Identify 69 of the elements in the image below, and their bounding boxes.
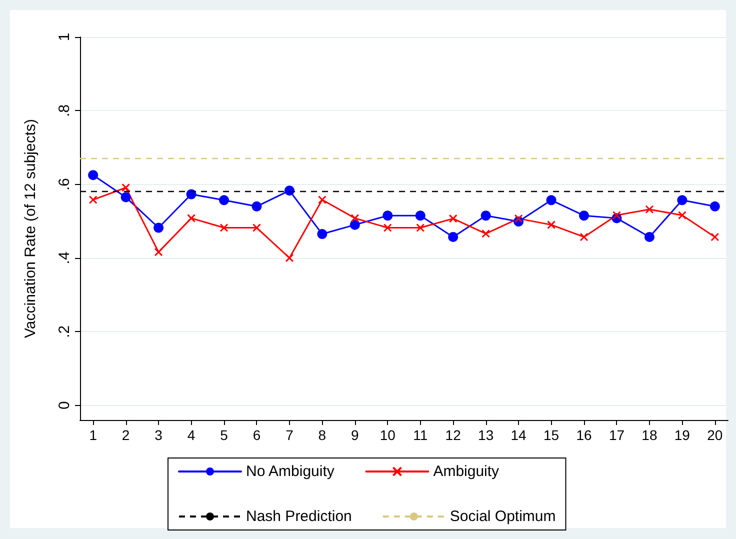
point [579, 210, 589, 221]
point [284, 186, 294, 196]
y-tick-label: .2 [56, 325, 73, 338]
point [120, 192, 131, 202]
x-tick-label: 14 [510, 427, 527, 443]
legend-label: Ambiguity [433, 463, 500, 480]
point [252, 224, 261, 232]
point [285, 254, 294, 262]
x-tick-label: 12 [445, 427, 462, 443]
point [186, 189, 196, 200]
point [187, 214, 196, 222]
legend-label: No Ambiguity [246, 463, 335, 480]
point [644, 232, 654, 242]
point [122, 183, 130, 192]
point [416, 224, 425, 232]
x-tick-label: 19 [674, 427, 690, 443]
x-tick-label: 20 [707, 427, 723, 443]
point [677, 195, 688, 206]
x-tick-label: 7 [286, 427, 294, 443]
point [88, 170, 98, 180]
point [678, 210, 686, 220]
x-tick-label: 16 [576, 427, 592, 443]
point [710, 232, 720, 242]
x-tick-label: 17 [608, 427, 625, 443]
point [382, 210, 393, 221]
y-tick-label: .8 [56, 104, 73, 117]
x-tick-label: 6 [252, 427, 261, 443]
legend-label: Social Optimum [450, 508, 556, 525]
point [350, 214, 360, 222]
point [448, 214, 458, 223]
point [154, 222, 164, 233]
point [710, 201, 720, 212]
y-tick-label: 1 [56, 32, 73, 42]
point [546, 195, 556, 206]
x-tick-label: 1 [89, 427, 98, 443]
x-tick-label: 18 [642, 427, 658, 443]
x-tick-label: 3 [154, 427, 163, 443]
point [547, 220, 556, 230]
x-tick-label: 13 [478, 427, 494, 443]
point [252, 201, 262, 212]
point [612, 210, 621, 220]
x-tick-label: 4 [187, 427, 196, 443]
point [415, 210, 426, 221]
point [220, 224, 228, 232]
point [219, 195, 229, 206]
point [448, 232, 458, 242]
y-tick-label: .6 [56, 178, 73, 191]
x-tick-label: 8 [318, 427, 326, 443]
y-tick-label: 0 [56, 401, 73, 410]
legend-label: Nash Prediction [246, 508, 352, 525]
point [318, 196, 326, 204]
point [154, 248, 163, 256]
point [350, 220, 360, 230]
point [88, 196, 98, 204]
point [514, 214, 523, 223]
point [645, 205, 654, 214]
point [480, 210, 491, 221]
x-tick-label: 5 [220, 427, 228, 443]
point [383, 224, 392, 232]
x-tick-label: 11 [413, 427, 428, 443]
point [580, 232, 588, 242]
y-tick-label: .4 [56, 252, 73, 264]
point [482, 229, 490, 238]
x-tick-label: 10 [380, 427, 396, 443]
y-axis-title: Vaccination Rate (of 12 subjects) [22, 118, 39, 338]
point [317, 229, 328, 240]
x-tick-label: 15 [543, 427, 560, 443]
x-tick-label: 9 [351, 427, 360, 443]
x-tick-label: 2 [122, 427, 130, 443]
